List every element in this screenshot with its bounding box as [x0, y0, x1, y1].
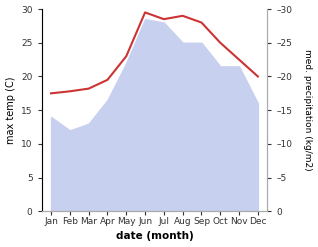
Y-axis label: max temp (C): max temp (C)	[5, 76, 16, 144]
Y-axis label: med. precipitation (kg/m2): med. precipitation (kg/m2)	[303, 49, 313, 171]
X-axis label: date (month): date (month)	[116, 231, 193, 242]
